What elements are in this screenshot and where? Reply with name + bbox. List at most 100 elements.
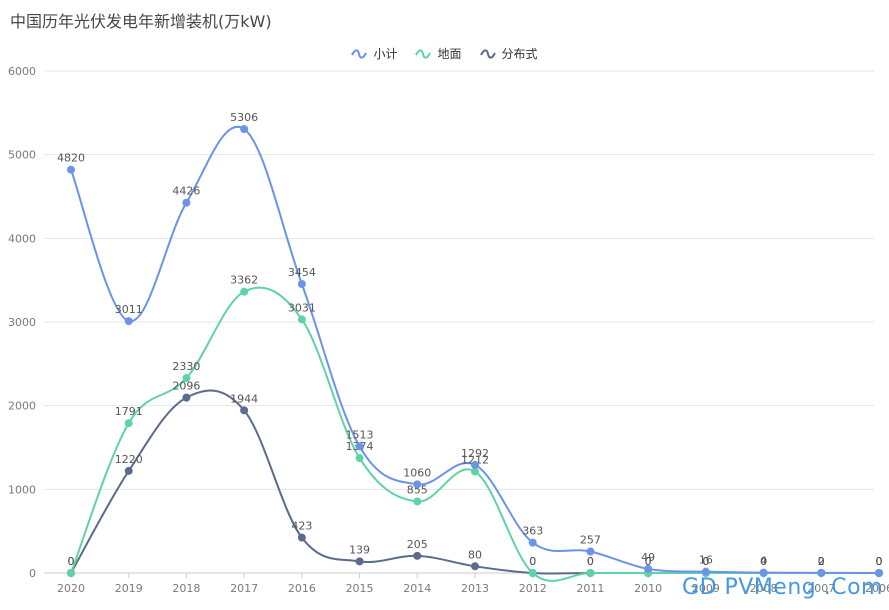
x-tick-label-2012: 2012 [519,582,547,595]
data-point-distributed-2018 [182,393,191,402]
data-label-distributed-2012: 0 [529,555,536,568]
legend-item-ground[interactable]: 地面 [415,45,462,62]
chart-legend: 小计 地面 分布式 [0,45,889,62]
data-point-subtotal-2010 [644,564,653,573]
data-label-distributed-2018: 2096 [172,380,200,393]
data-label-ground-2019: 1791 [115,405,143,418]
data-label-subtotal-2020: 4820 [57,152,85,165]
data-point-subtotal-2006 [875,569,883,577]
data-point-subtotal-2019 [124,317,133,326]
data-label-distributed-2006: 0 [876,555,883,568]
data-label-distributed-2008: 0 [760,555,767,568]
x-tick-label-2006: 2006 [865,582,889,595]
series-line-ground [70,286,879,582]
data-label-subtotal-2017: 5306 [230,111,258,124]
data-label-distributed-2010: 0 [645,555,652,568]
x-tick-label-2010: 2010 [634,582,662,595]
data-label-distributed-2020: 0 [68,555,75,568]
data-label-distributed-2009: 0 [702,555,709,568]
x-tick-label-2011: 2011 [576,582,604,595]
data-label-ground-2006: 0 [876,555,883,568]
y-tick-label-4000: 4000 [8,232,36,245]
x-tick-label-2007: 2007 [807,582,835,595]
data-label-subtotal-2015: 1513 [346,428,374,441]
data-point-ground-2015 [355,454,364,463]
data-point-distributed-2016 [297,533,306,542]
data-point-subtotal-2009 [701,567,710,576]
data-point-ground-2011 [586,569,595,577]
data-label-subtotal-2006: 0 [876,555,883,568]
legend-item-subtotal[interactable]: 小计 [351,45,397,62]
data-label-ground-2016: 3031 [288,301,316,314]
data-label-ground-2011: 0 [587,555,594,568]
legend-label-distributed: 分布式 [501,47,538,61]
x-tick-label-2016: 2016 [288,582,316,595]
y-tick-label-1000: 1000 [8,483,36,496]
y-tick-label-5000: 5000 [8,149,36,162]
data-point-subtotal-2011 [586,547,595,556]
watermark: GD PVMeng .Com [682,575,883,600]
y-tick-label-0: 0 [29,567,36,580]
data-point-ground-2013 [471,467,479,476]
data-label-subtotal-2008: 4 [760,555,767,568]
x-tick-label-2020: 2020 [57,582,85,595]
data-point-subtotal-2017 [240,125,249,134]
data-label-subtotal-2009: 16 [699,554,713,567]
data-label-distributed-2016: 423 [291,520,312,533]
data-label-subtotal-2007: 2 [818,555,825,568]
x-tick-label-2018: 2018 [172,582,200,595]
data-point-subtotal-2014 [413,480,422,489]
data-label-subtotal-2013: 1292 [461,447,489,460]
data-label-subtotal-2012: 363 [522,525,543,538]
legend-label-ground: 地面 [437,47,462,61]
chart-title: 中国历年光伏发电年新增装机(万kW) [10,12,272,31]
data-label-distributed-2015: 139 [349,543,370,556]
y-tick-label-6000: 6000 [8,65,36,78]
data-point-ground-2020 [67,569,75,577]
data-point-ground-2016 [297,315,306,324]
data-point-distributed-2015 [355,557,364,566]
x-tick-label-2009: 2009 [692,582,720,595]
data-point-distributed-2019 [124,466,133,475]
legend-label-subtotal: 小计 [373,47,398,61]
data-label-distributed-2007: 0 [818,555,825,568]
data-point-distributed-2013 [471,562,479,571]
data-label-ground-2018: 2330 [172,360,200,373]
data-point-subtotal-2015 [355,442,364,451]
data-label-ground-2012: 0 [529,555,536,568]
data-label-ground-2008: 0 [760,555,767,568]
data-point-ground-2012 [528,569,537,577]
x-tick-label-2013: 2013 [461,582,489,595]
data-label-ground-2009: 0 [702,555,709,568]
data-label-distributed-2019: 1220 [115,453,143,466]
data-label-subtotal-2010: 49 [641,551,655,564]
x-tick-label-2017: 2017 [230,582,258,595]
data-point-subtotal-2008 [759,568,768,577]
data-point-subtotal-2016 [297,280,306,289]
data-point-ground-2014 [413,497,422,506]
data-label-ground-2020: 0 [68,555,75,568]
y-tick-label-3000: 3000 [8,316,36,329]
data-point-subtotal-2007 [817,568,826,577]
data-label-subtotal-2014: 1060 [403,466,431,479]
legend-line-icon-subtotal [351,48,368,59]
data-point-subtotal-2012 [528,538,537,547]
legend-item-distributed[interactable]: 分布式 [479,45,538,62]
data-label-subtotal-2019: 3011 [115,303,143,316]
data-label-ground-2013: 1212 [461,454,489,467]
data-point-distributed-2017 [240,406,249,415]
y-tick-label-2000: 2000 [8,400,36,413]
x-tick-label-2008: 2008 [750,582,778,595]
x-tick-label-2015: 2015 [346,582,374,595]
data-point-subtotal-2013 [471,460,479,469]
data-point-subtotal-2018 [182,198,191,207]
data-label-distributed-2013: 80 [468,548,482,561]
data-label-ground-2014: 855 [407,483,428,496]
series-line-distributed [70,389,879,575]
data-point-subtotal-2020 [67,165,75,174]
data-point-ground-2018 [182,374,191,383]
legend-line-icon-ground [415,48,432,59]
data-label-distributed-2011: 0 [587,555,594,568]
data-point-ground-2017 [240,287,249,296]
